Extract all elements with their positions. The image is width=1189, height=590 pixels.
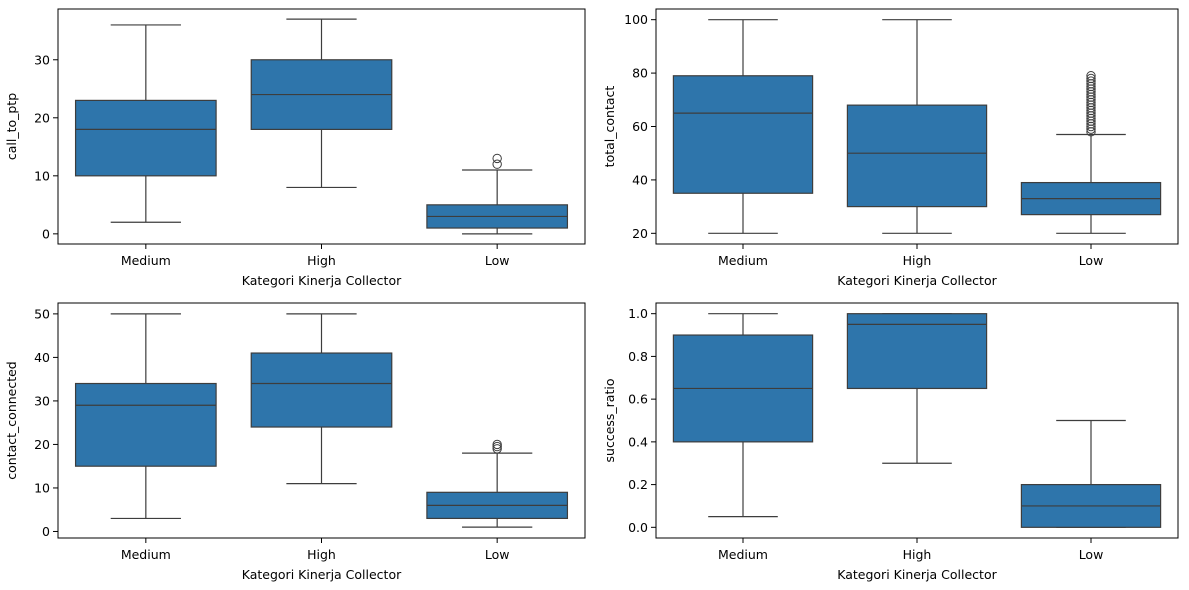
box-low (1020, 71, 1162, 234)
box-medium (672, 19, 814, 234)
x-tick-label-high: High (307, 547, 336, 562)
iqr-box-medium (74, 382, 217, 467)
y-tick-label: 10 (34, 480, 50, 495)
x-tick-label-medium: Medium (121, 253, 171, 268)
y-tick-label: 30 (34, 393, 50, 408)
box-high (250, 313, 393, 485)
x-tick-label-low: Low (1079, 547, 1104, 562)
x-tick-label-low: Low (485, 253, 510, 268)
y-axis-label: contact_connected (4, 361, 19, 479)
y-tick-label: 80 (632, 66, 648, 81)
x-tick-label-high: High (903, 547, 932, 562)
box-high (250, 18, 393, 189)
x-tick-label-low: Low (1079, 253, 1104, 268)
subplot-success-ratio: 0.0 0.2 0.4 0.6 0.8 1.0 Medium High Low Kategori … (602, 302, 1179, 582)
y-axis-label: call_to_ptp (4, 93, 19, 160)
y-tick-label: 60 (632, 119, 648, 134)
y-axis-label: total_contact (602, 86, 617, 168)
subplot-total-contact: 20 40 60 80 100 Medium High Low Kategori Kinerja… (602, 8, 1179, 288)
y-tick-label: 0.2 (628, 477, 648, 492)
box-high (846, 313, 988, 464)
x-tick-label-high: High (307, 253, 336, 268)
iqr-box-medium (672, 75, 814, 194)
y-tick-label: 20 (632, 226, 648, 241)
y-tick-label: 0.6 (628, 392, 648, 407)
x-axis-label: Kategori Kinerja Collector (837, 273, 997, 288)
x-tick-label-medium: Medium (718, 253, 768, 268)
subplot-contact-connected: 0 10 20 30 40 50 Medium High Low Kategori Kinerja… (4, 302, 586, 582)
flier-point (492, 444, 502, 454)
subplot-call-to-ptp: 0 10 20 30 Medium High Low Kategori Kinerja Col… (4, 8, 586, 288)
x-tick-label-high: High (903, 253, 932, 268)
box-low (1020, 419, 1162, 528)
y-tick-label: 0 (42, 524, 50, 539)
box-medium (672, 313, 814, 518)
x-tick-label-medium: Medium (718, 547, 768, 562)
y-tick-label: 40 (632, 172, 648, 187)
flier-point (1086, 71, 1096, 81)
y-tick-label: 40 (34, 350, 50, 365)
box-low (426, 153, 569, 235)
y-tick-label: 1.0 (628, 306, 648, 321)
box-low (426, 439, 569, 528)
flier-point (492, 441, 502, 452)
box-medium (74, 313, 217, 520)
x-tick-label-medium: Medium (121, 547, 171, 562)
iqr-box-high (846, 104, 988, 208)
box-medium (74, 24, 217, 223)
flier-point (1086, 73, 1096, 84)
iqr-box-medium (74, 99, 217, 177)
iqr-box-high (250, 352, 393, 428)
y-tick-label: 20 (34, 437, 50, 452)
box-high (846, 19, 988, 234)
y-tick-label: 50 (34, 306, 50, 321)
y-tick-label: 0.0 (628, 520, 648, 535)
x-tick-label-low: Low (485, 547, 510, 562)
flier-point (1086, 76, 1096, 86)
flier-point (492, 159, 502, 169)
y-tick-label: 0.4 (628, 434, 648, 449)
y-tick-label: 10 (34, 168, 50, 183)
iqr-box-high (846, 313, 988, 390)
y-tick-label: 0 (42, 226, 50, 241)
y-tick-label: 0.8 (628, 349, 648, 364)
y-tick-label: 30 (34, 52, 50, 67)
x-axis-label: Kategori Kinerja Collector (242, 273, 402, 288)
x-axis-label: Kategori Kinerja Collector (837, 567, 997, 582)
y-tick-label: 20 (34, 110, 50, 125)
y-tick-label: 100 (624, 12, 648, 27)
flier-point (492, 439, 502, 450)
flier-point (492, 153, 502, 164)
x-axis-label: Kategori Kinerja Collector (242, 567, 402, 582)
y-axis-label: success_ratio (602, 379, 617, 463)
